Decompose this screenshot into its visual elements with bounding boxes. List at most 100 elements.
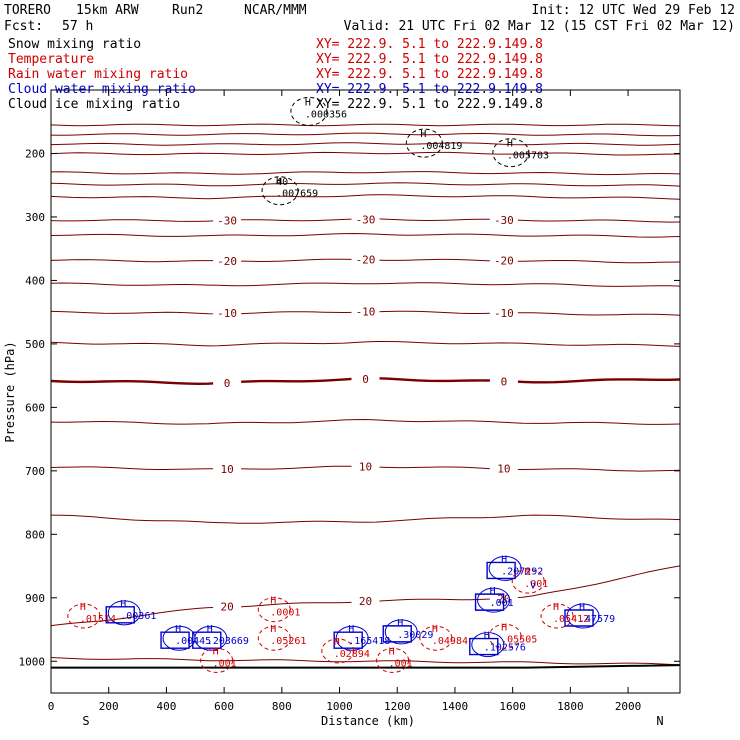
y-tick-label: 1000 [19, 655, 46, 668]
maximum-marker: H [490, 586, 496, 597]
mixing-ratio-contour [488, 623, 522, 649]
isotherm-label-bg [489, 375, 518, 387]
isotherm-label: -20 [217, 255, 237, 268]
maximum-marker: H [389, 646, 395, 657]
y-tick-label: 200 [25, 147, 45, 160]
cloud-water-contour [382, 625, 412, 643]
isotherm-label-bg [213, 600, 242, 612]
maximum-marker: H [397, 618, 403, 629]
isotherm-line [50, 282, 681, 287]
cloud-water-contour [474, 593, 505, 611]
isotherm-line [50, 123, 681, 127]
maximum-marker: H [579, 602, 585, 613]
maximum-marker: H [334, 637, 340, 648]
mixing-ratio-contour [321, 638, 355, 664]
maximum-marker: H [276, 177, 282, 188]
x-tick-label: 1200 [384, 700, 411, 713]
maximum-value: .001 [213, 658, 237, 669]
y-tick-label: 400 [25, 274, 45, 287]
maximum-marker: H [207, 624, 213, 635]
end-label-right: N [656, 714, 663, 728]
isotherm-line [50, 151, 681, 156]
mixing-ratio-contour [492, 138, 530, 168]
maximum-value: .005703 [507, 151, 549, 162]
maximum-marker: H [484, 631, 490, 642]
x-axis-title: Distance (km) [321, 714, 415, 728]
cloud-water-contour [192, 631, 222, 649]
header-init: Init: 12 UTC Wed 29 Feb 12 [532, 3, 736, 18]
header-center: NCAR/MMM [244, 3, 307, 18]
isotherm-label: -30 [356, 214, 376, 227]
x-tick-label: 0 [48, 700, 55, 713]
isotherm-label-bg [351, 253, 380, 265]
plot-frame [50, 89, 681, 694]
x-tick-label: 200 [99, 700, 119, 713]
y-tick-label: 700 [25, 465, 45, 478]
isotherm-label: 0 [362, 373, 369, 386]
maximum-marker: H [420, 129, 426, 140]
y-tick-label: 900 [25, 592, 45, 605]
x-tick-label: 800 [272, 700, 292, 713]
y-tick-label: 500 [25, 338, 45, 351]
mixing-ratio-contour [200, 647, 234, 673]
mixing-ratio-contour [335, 625, 369, 651]
cloud-water-contour [469, 637, 499, 656]
isotherm-line [50, 194, 681, 200]
isotherm-label-bg [213, 214, 242, 226]
isotherm-label: 20 [359, 595, 372, 608]
isotherm-line [50, 341, 681, 347]
maximum-value: .001 [490, 598, 514, 609]
legend-xy: XY= 222.9. 5.1 to 222.9.149.8 [316, 37, 543, 52]
x-tick-label: 1800 [557, 700, 584, 713]
maximum-value: .47579 [579, 614, 615, 625]
maximum-marker: H [120, 599, 126, 610]
isotherm-layer: -30 -30 -30 -20 -20 -20 -10 -10 -10 0 0 0 10 10 10 20 20… [50, 123, 681, 666]
maximum-value: .203669 [207, 636, 249, 647]
isotherm-label: -10 [356, 306, 376, 319]
isotherm-label-bg [213, 307, 242, 319]
feature-layer [51, 96, 681, 673]
mixing-ratio-contour [511, 568, 545, 594]
legend-xy: XY= 222.9. 5.1 to 222.9.149.8 [316, 67, 543, 82]
isotherm-label-bg [351, 305, 380, 317]
header-fcst-label: Fcst: [4, 19, 43, 34]
maximum-value: .102576 [484, 643, 526, 654]
isotherm-line [50, 232, 681, 238]
isotherm-label-bg [489, 214, 518, 226]
x-tick-label: 1400 [442, 700, 469, 713]
legend: Snow mixing ratio XY= 222.9. 5.1 to 222.… [8, 37, 543, 112]
isotherm-label: 10 [497, 463, 510, 476]
mixing-ratio-contour [261, 176, 299, 206]
isotherm-label-bg [489, 254, 518, 266]
y-tick-label: 600 [25, 401, 45, 414]
isotherm-label: -20 [494, 255, 514, 268]
maximum-value: .05261 [270, 636, 306, 647]
mixing-ratio-contour [488, 555, 522, 581]
maximum-value: .05412 [553, 614, 589, 625]
isotherm-line [50, 132, 681, 137]
isotherm-label-bg [489, 307, 518, 319]
x-tick-label: 400 [156, 700, 176, 713]
maximum-value: .007659 [276, 189, 318, 200]
isotherm-label-bg [213, 255, 242, 267]
isotherm-line [50, 171, 681, 176]
legend-xy: XY= 222.9. 5.1 to 222.9.149.8 [316, 97, 543, 112]
maximum-value: .001 [524, 579, 548, 590]
isotherm-label: -10 [494, 307, 514, 320]
maximum-marker: H [175, 624, 181, 635]
maximum-marker: H [270, 596, 276, 607]
maximum-value: .01514 [80, 614, 116, 625]
isotherm-line [50, 514, 681, 524]
y-tick-label: 800 [25, 528, 45, 541]
header-model: TORERO [4, 3, 51, 18]
mixing-ratio-contour [384, 619, 418, 645]
isotherm-label-bg [351, 460, 380, 472]
maximum-value: .004819 [420, 141, 462, 152]
isotherm-label: -20 [356, 254, 376, 267]
legend-name: Snow mixing ratio [8, 37, 141, 52]
mixing-ratio-contour [107, 600, 141, 626]
isotherm-label-bg [213, 463, 242, 475]
isotherm-label: 0 [501, 376, 508, 389]
maximum-marker: H [213, 646, 219, 657]
